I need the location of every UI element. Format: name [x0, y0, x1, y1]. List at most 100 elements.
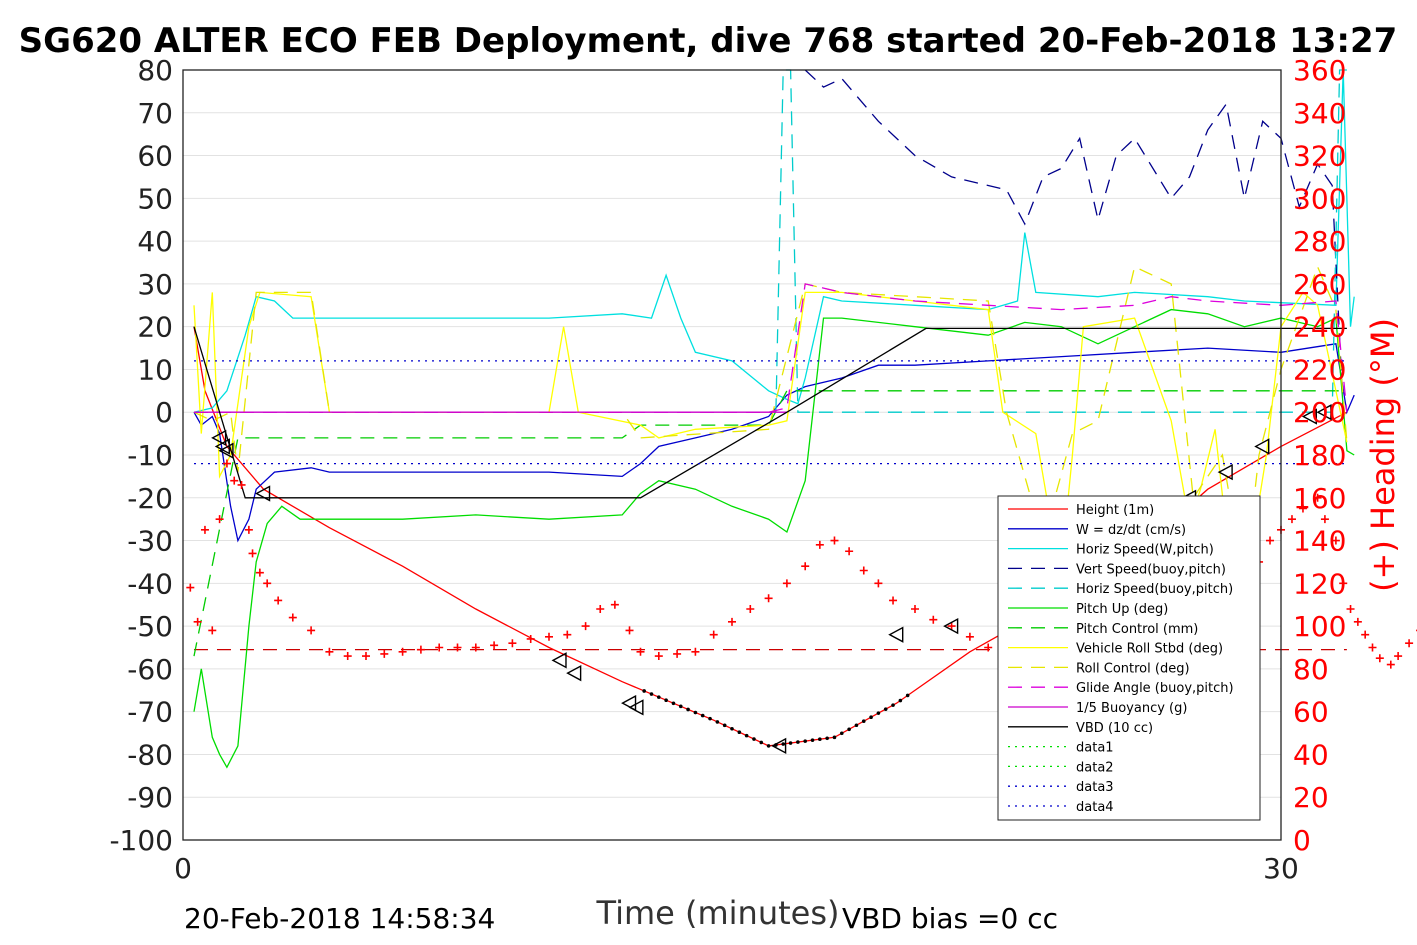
- heading-point: [325, 647, 334, 656]
- y-right-tick-label: 220: [1293, 353, 1346, 386]
- heading-point: [200, 525, 209, 534]
- y-tick-label: 30: [137, 268, 173, 301]
- height-sample-dot: [700, 713, 705, 718]
- y-tick-label: 0: [155, 396, 173, 429]
- series-vbd: [193, 326, 1347, 499]
- height-sample-dot: [840, 731, 844, 736]
- height-sample-dot: [730, 726, 734, 731]
- heading-point: [889, 596, 898, 605]
- heading-point: [691, 647, 700, 656]
- heading-point: [984, 643, 993, 652]
- height-sample-dot: [664, 698, 668, 703]
- y-tick-label: 80: [137, 54, 173, 87]
- heading-point: [526, 634, 535, 643]
- legend-entry: Height (1m): [1076, 503, 1154, 518]
- series-layer: [193, 69, 1355, 769]
- y-right-tick-label: 100: [1293, 610, 1346, 643]
- height-sample-dot: [905, 693, 910, 698]
- heading-point: [709, 630, 718, 639]
- y-right-tick-label: 300: [1293, 182, 1346, 215]
- heading-point: [911, 605, 919, 613]
- heading-point: [1320, 515, 1329, 524]
- heading-point: [453, 643, 462, 652]
- heading-point: [1386, 660, 1395, 669]
- heading-point: [1394, 652, 1403, 661]
- heading-point: [255, 568, 264, 577]
- y-tick-label: 20: [137, 311, 173, 344]
- y-tick-label: 50: [137, 182, 173, 215]
- height-sample-dot: [642, 689, 646, 693]
- heading-point: [435, 643, 444, 652]
- height-sample-dot: [759, 740, 764, 745]
- heading-point: [625, 626, 634, 635]
- height-marker: [943, 617, 959, 635]
- heading-point: [563, 630, 572, 639]
- y-tick-label: -70: [127, 696, 173, 729]
- series-pitch_ctrl: [193, 390, 1347, 657]
- heading-point: [237, 480, 246, 489]
- y-right-tick-label: 260: [1293, 268, 1346, 301]
- x-axis-label: Time (minutes): [596, 894, 840, 932]
- y-tick-label: 60: [137, 140, 173, 173]
- heading-point: [610, 600, 619, 609]
- y-tick-label: -20: [127, 482, 173, 515]
- heading-point: [307, 626, 316, 635]
- height-sample-dot: [861, 719, 866, 724]
- right-axis-ticks: 3603403203002802602402202001801601401201…: [1293, 54, 1346, 857]
- heading-point: [746, 605, 755, 613]
- heading-point: [1339, 579, 1348, 588]
- heading-point: [596, 605, 605, 613]
- heading-point: [230, 476, 239, 485]
- height-sample-dot: [774, 743, 778, 747]
- height-marker: [218, 442, 234, 459]
- y-tick-label: -90: [127, 781, 173, 814]
- heading-point: [1266, 536, 1275, 545]
- y-right-tick-label: 360: [1293, 54, 1346, 87]
- y-right-tick-label: 180: [1293, 439, 1346, 472]
- height-sample-dot: [657, 695, 661, 699]
- heading-point: [1361, 630, 1370, 639]
- height-marker: [1217, 463, 1233, 481]
- y-right-tick-label: 0: [1293, 824, 1311, 857]
- plot-frame: [182, 69, 1282, 841]
- height-sample-dot: [818, 737, 822, 742]
- x-tick-label: 30: [1263, 852, 1299, 885]
- heading-point: [471, 643, 480, 652]
- height-sample-dot: [832, 735, 837, 740]
- heading-point: [801, 562, 810, 571]
- y-tick-label: -100: [109, 824, 173, 857]
- height-marker: [1316, 404, 1332, 421]
- heading-point: [545, 632, 553, 641]
- y-tick-label: -40: [127, 567, 173, 600]
- height-sample-dot: [722, 723, 727, 728]
- height-marker: [1301, 408, 1317, 425]
- legend-entry: data3: [1076, 780, 1114, 795]
- heading-point: [380, 649, 389, 658]
- height-sample-dot: [869, 715, 873, 720]
- heading-point: [215, 515, 224, 524]
- series-glide: [194, 283, 1348, 413]
- heading-point: [782, 579, 791, 588]
- y-tick-label: -80: [127, 738, 173, 771]
- heading-point: [581, 622, 590, 631]
- height-sample-dot: [649, 692, 654, 696]
- heading-point: [362, 652, 370, 661]
- y-right-tick-label: 160: [1293, 482, 1346, 515]
- y-right-tick-label: 320: [1293, 140, 1346, 173]
- legend-entry: Vehicle Roll Stbd (deg): [1076, 642, 1223, 657]
- height-sample-dot: [678, 704, 683, 709]
- heading-point: [208, 626, 217, 635]
- height-sample-dot: [693, 710, 698, 715]
- height-marker: [551, 652, 567, 669]
- y-right-tick-label: 120: [1293, 567, 1346, 600]
- height-sample-dot: [854, 723, 859, 728]
- y-tick-label: 10: [137, 353, 173, 386]
- heading-point: [1405, 639, 1414, 648]
- height-sample-dot: [781, 742, 786, 746]
- y-right-tick-label: 80: [1293, 653, 1329, 686]
- heading-point: [654, 652, 663, 661]
- height-marker: [1254, 438, 1270, 455]
- heading-point: [929, 615, 938, 624]
- heading-point: [636, 647, 645, 656]
- height-marker: [566, 664, 582, 682]
